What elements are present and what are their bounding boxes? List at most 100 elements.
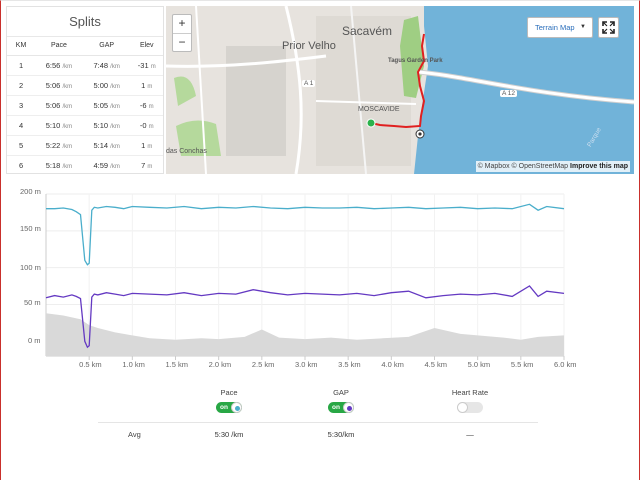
- fullscreen-button[interactable]: [598, 17, 619, 38]
- split-elev-value: 1: [141, 140, 146, 150]
- mapbox-attribution-link[interactable]: © Mapbox: [477, 163, 510, 170]
- split-pace: 5:06 /km: [35, 95, 83, 116]
- split-pace: 5:06 /km: [35, 75, 83, 96]
- split-km-value: 3: [18, 100, 24, 110]
- x-tick-label: 3.0 km: [295, 360, 318, 369]
- toggle-on-text: on: [332, 404, 340, 411]
- split-pace: 5:18 /km: [35, 155, 83, 173]
- split-pace-value: 5:10: [45, 120, 61, 130]
- x-tick-label: 0.5 km: [79, 360, 102, 369]
- legend-gap: GAP on: [296, 388, 386, 418]
- split-pace-value: 5:18: [45, 160, 61, 170]
- y-tick-label: 50 m: [24, 298, 41, 307]
- gap-avg-value: 5:30/km: [327, 430, 355, 439]
- road: [166, 54, 327, 68]
- split-row: 6 5:18 /km 4:59 /km 7 m: [7, 155, 163, 173]
- split-elev-value: -6: [139, 100, 147, 110]
- split-pace: 5:22 /km: [35, 135, 83, 156]
- place-label-conchas: das Conchas: [166, 148, 207, 155]
- column-header-gap: GAP: [82, 37, 131, 56]
- bridge-road-center: [417, 70, 634, 104]
- place-label-moscavide: MOSCAVIDE: [358, 106, 400, 113]
- caret-down-icon: ▼: [580, 24, 586, 30]
- split-pace-value: 5:06: [45, 100, 61, 110]
- split-gap: 5:14 /km: [82, 135, 131, 156]
- map-zoom-control: + −: [172, 14, 192, 52]
- split-elev-value: 1: [141, 80, 146, 90]
- map-attribution: © Mapbox © OpenStreetMap Improve this ma…: [475, 161, 630, 172]
- y-tick-label: 100 m: [20, 263, 41, 272]
- y-tick-label: 150 m: [20, 224, 41, 233]
- road: [284, 6, 303, 174]
- avg-label: Avg: [128, 430, 141, 439]
- heart-rate-toggle[interactable]: [457, 402, 483, 413]
- x-tick-label: 6.0 km: [554, 360, 577, 369]
- split-gap: 5:00 /km: [82, 75, 131, 96]
- x-tick-label: 5.5 km: [510, 360, 534, 369]
- split-km-value: 2: [18, 80, 24, 90]
- x-tick-label: 2.0 km: [208, 360, 232, 369]
- splits-title: Splits: [7, 7, 163, 37]
- splits-panel: Splits KM Pace GAP Elev 1 6:56 /km 7:48 /k…: [6, 6, 164, 174]
- toggle-knob: [343, 402, 354, 413]
- split-pace-unit: /km: [62, 143, 73, 150]
- split-row: 5 5:22 /km 5:14 /km 1 m: [7, 135, 163, 156]
- split-elev: -31 m: [130, 55, 163, 76]
- zoom-in-button[interactable]: +: [178, 16, 186, 30]
- split-gap-unit: /km: [110, 143, 120, 150]
- terrain-map-label: Terrain Map: [535, 23, 575, 32]
- toggle-on-text: on: [220, 404, 228, 411]
- split-km-value: 6: [18, 160, 24, 170]
- chart-svg: [45, 193, 565, 360]
- split-gap-value: 5:10: [93, 120, 109, 130]
- activity-route: [370, 33, 426, 129]
- split-km: 3: [7, 95, 36, 116]
- split-elev-unit: m: [147, 163, 153, 170]
- split-km: 5: [7, 135, 36, 156]
- park-area-nw: [174, 76, 196, 106]
- column-header-pace: Pace: [35, 37, 83, 56]
- road: [195, 6, 207, 174]
- road-label-a12: A 12: [500, 90, 518, 97]
- split-km: 6: [7, 155, 36, 173]
- elevation-pace-chart[interactable]: 200 m 150 m 100 m 50 m 0 m 0.5 km 1.0 km 1…: [6, 186, 636, 374]
- y-tick-label: 200 m: [20, 187, 41, 196]
- split-pace-unit: /km: [62, 163, 73, 170]
- park-area-west: [176, 120, 221, 156]
- split-elev-value: -31: [137, 60, 149, 70]
- legend-heart-rate: Heart Rate: [425, 388, 515, 418]
- improve-map-link[interactable]: Improve this map: [570, 163, 628, 170]
- terrain-map-dropdown[interactable]: Terrain Map ▼: [527, 17, 593, 38]
- split-elev-value: -0: [139, 120, 147, 130]
- split-gap-unit: /km: [110, 63, 120, 70]
- split-gap-unit: /km: [110, 163, 120, 170]
- split-km-value: 4: [18, 120, 24, 130]
- split-gap-value: 5:05: [93, 100, 109, 110]
- gap-toggle[interactable]: on: [328, 402, 354, 413]
- split-gap-unit: /km: [110, 123, 120, 130]
- split-elev-unit: m: [147, 143, 153, 150]
- pace-toggle[interactable]: on: [216, 402, 242, 413]
- elevation-area: [46, 313, 564, 356]
- zoom-out-button[interactable]: −: [173, 33, 191, 51]
- pace-color-dot: [235, 406, 240, 411]
- route-map[interactable]: Sacavém Prior Velho MOSCAVIDE Tagus Gard…: [166, 6, 634, 174]
- split-gap-unit: /km: [110, 103, 120, 110]
- osm-attribution-link[interactable]: © OpenStreetMap: [511, 163, 569, 170]
- split-gap: 5:05 /km: [82, 95, 131, 116]
- legend-heart-rate-label: Heart Rate: [451, 388, 489, 397]
- split-km-value: 1: [18, 60, 24, 70]
- split-elev-unit: m: [148, 103, 154, 110]
- fullscreen-icon: [602, 21, 615, 34]
- legend-gap-label: GAP: [333, 388, 349, 397]
- split-pace-unit: /km: [62, 63, 73, 70]
- place-label-sacavem: Sacavém: [342, 24, 393, 38]
- column-header-km: KM: [7, 37, 36, 56]
- split-elev-value: 7: [141, 160, 146, 170]
- x-tick-label: 2.5 km: [251, 360, 275, 369]
- legend-pace: Pace on: [184, 388, 274, 418]
- split-elev: -0 m: [130, 115, 163, 136]
- start-marker: [366, 118, 376, 128]
- place-label-tagus-park: Tagus Garden Park: [388, 58, 443, 64]
- legend-divider: [98, 422, 538, 423]
